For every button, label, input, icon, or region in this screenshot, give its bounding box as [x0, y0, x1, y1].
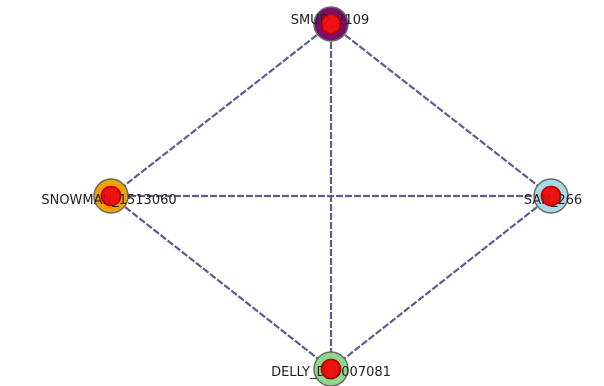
edges-layer: [110, 23, 552, 370]
node-inner-overlay: [321, 14, 341, 34]
node-inner-overlay: [541, 186, 561, 206]
nodes-layer: SMUD_2109SNOWMAN_1513060SAN_266DELLY_D_0…: [41, 6, 582, 386]
edge-n3-n4: [330, 195, 552, 370]
edge-n2-n4: [110, 195, 332, 370]
edge-n1-n2: [110, 23, 332, 197]
edge-n1-n3: [330, 23, 552, 197]
node-inner-overlay: [321, 359, 341, 379]
node-inner-overlay: [101, 186, 121, 206]
